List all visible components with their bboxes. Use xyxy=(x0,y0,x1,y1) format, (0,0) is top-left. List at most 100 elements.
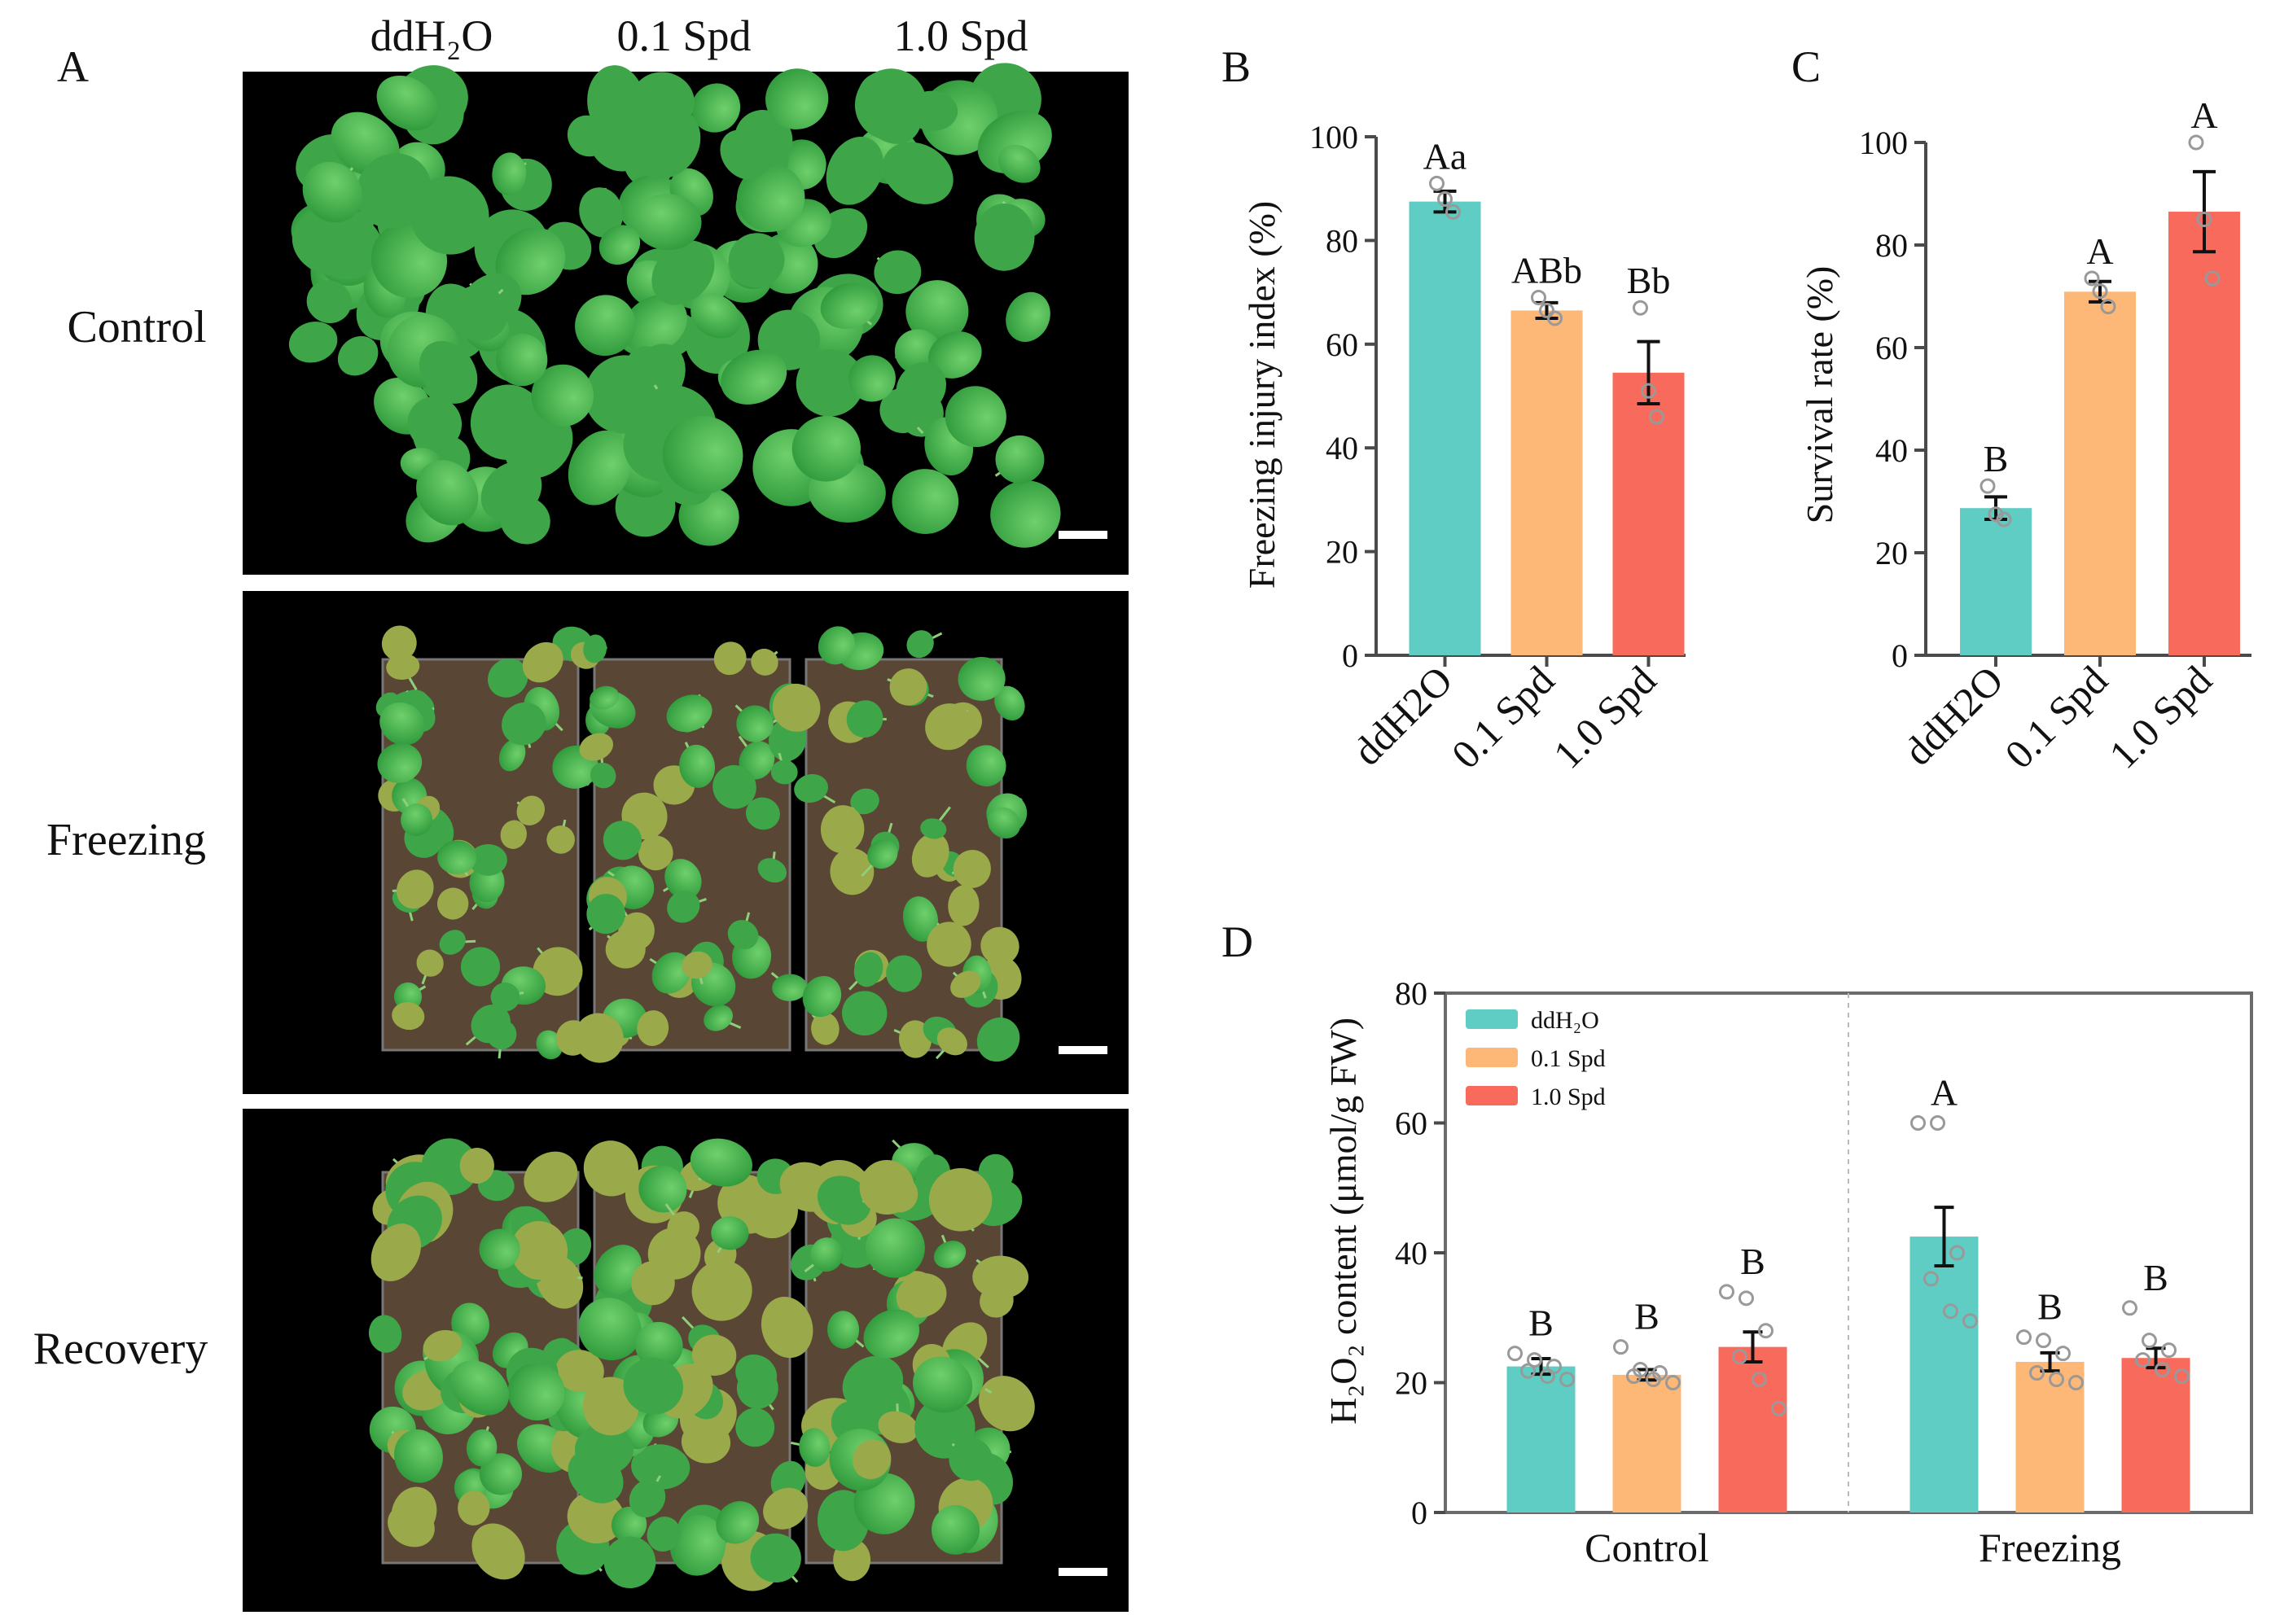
plant-leaf xyxy=(492,152,527,196)
plant-leaf xyxy=(666,694,712,733)
x-category-label: 0.1 Spd xyxy=(1443,657,1563,777)
plant-leaf xyxy=(980,1284,1014,1318)
plant-leaf xyxy=(682,951,712,979)
bar-0-1-spd xyxy=(2064,291,2136,655)
plant-leaf xyxy=(288,322,338,363)
data-point xyxy=(1649,409,1664,425)
plant-leaf xyxy=(623,1358,683,1415)
plant-leaf xyxy=(302,161,362,223)
plant-leaf xyxy=(712,764,756,809)
plant-leaf xyxy=(449,285,509,342)
plant-leaf xyxy=(713,641,747,676)
plant-leaf xyxy=(691,293,741,339)
data-point xyxy=(2122,1300,2137,1316)
data-point xyxy=(1507,1346,1523,1362)
y-tick-label: 40 xyxy=(1326,430,1358,466)
legend-swatch-0-1-spd xyxy=(1466,1048,1518,1067)
plant-leaf xyxy=(974,203,1035,271)
plant-leaf xyxy=(381,625,417,662)
plant-leaf xyxy=(794,773,828,803)
plant-leaf xyxy=(987,807,1021,839)
plant-leaf xyxy=(905,280,969,344)
data-point xyxy=(1613,1339,1629,1355)
plant-leaf xyxy=(859,1159,914,1215)
plant-leaf xyxy=(594,1245,642,1296)
plant-leaf xyxy=(691,1260,752,1321)
plant-leaf xyxy=(736,705,774,742)
significance-label: A xyxy=(1931,1072,1958,1114)
plant-leaf xyxy=(750,1533,801,1583)
bar-control-0-1-spd xyxy=(1612,1374,1681,1512)
plant-leaf xyxy=(337,335,379,376)
plant-leaf xyxy=(480,461,542,522)
y-tick-label: 100 xyxy=(1309,119,1358,155)
data-point xyxy=(2092,283,2108,300)
photo-recovery xyxy=(243,1109,1129,1612)
plant-leaf xyxy=(437,840,477,875)
plant-leaf xyxy=(623,346,664,391)
plant-leaf xyxy=(575,295,636,357)
x-category-label: ddH2O xyxy=(1895,657,2012,774)
data-point xyxy=(1547,310,1563,326)
plant-leaf xyxy=(704,1005,733,1031)
plant-leaf xyxy=(681,1420,731,1464)
plant-leaf xyxy=(598,225,641,265)
scale-bar xyxy=(1059,1046,1107,1054)
plant-leaf xyxy=(820,282,878,330)
data-point xyxy=(1520,1363,1536,1379)
data-point xyxy=(1962,1313,1978,1329)
plant-leaf xyxy=(826,136,884,205)
data-point xyxy=(1732,1349,1747,1365)
panel-d: D H₂O₂ content (μmol/g FW) 0 20 40 60 80 Cont… xyxy=(1221,917,2253,1570)
y-tick-label: 40 xyxy=(1875,432,1908,469)
significance-label: A xyxy=(2190,94,2217,136)
data-point xyxy=(1531,289,1546,305)
plant-leaf xyxy=(401,803,432,836)
plant-leaf xyxy=(791,415,861,482)
plant-leaf xyxy=(927,921,971,967)
photo-control-plants xyxy=(288,63,1061,548)
significance-label: B xyxy=(2037,1286,2063,1328)
data-point xyxy=(1949,1245,1965,1261)
y-tick-label: 0 xyxy=(1342,637,1358,674)
plant-leaf xyxy=(980,926,1019,965)
plant-leaf xyxy=(998,144,1041,183)
data-point xyxy=(1540,1368,1555,1385)
data-point xyxy=(2188,134,2204,151)
x-group-label-control: Control xyxy=(1585,1525,1709,1570)
plant-leaf xyxy=(587,65,646,140)
data-point xyxy=(1641,383,1656,399)
plant-leaf xyxy=(679,744,716,788)
data-point xyxy=(2142,1333,2157,1349)
y-tick-label: 20 xyxy=(1395,1365,1427,1402)
plant-leaf xyxy=(579,187,624,238)
plant-leaf xyxy=(949,1438,993,1482)
data-point xyxy=(1930,1115,1945,1131)
plant-leaf xyxy=(583,634,607,663)
plant-leaf xyxy=(765,68,829,129)
data-point xyxy=(1646,1372,1661,1388)
data-point xyxy=(1771,1400,1787,1416)
bar-control-ddh-o xyxy=(1506,1366,1576,1512)
row-label-control: Control xyxy=(67,302,206,352)
plant-leaf xyxy=(920,818,947,839)
plant-leaf xyxy=(487,658,528,698)
plant-leaf xyxy=(651,952,691,994)
legend-label-1-0-spd: 1.0 Spd xyxy=(1531,1083,1606,1110)
plant-leaf xyxy=(419,340,478,404)
row-label-freezing: Freezing xyxy=(46,815,206,865)
data-point xyxy=(2100,299,2116,315)
plant-leaf xyxy=(460,947,501,987)
plant-leaf xyxy=(647,1517,681,1552)
x-category-label: 1.0 Spd xyxy=(1545,657,1665,777)
plant-leaf xyxy=(757,858,787,883)
plant-leaf xyxy=(500,820,527,849)
data-point xyxy=(2161,1342,2177,1359)
data-point xyxy=(1996,511,2012,527)
plant-leaf xyxy=(720,129,769,180)
plant-leaf xyxy=(874,250,922,295)
x-category-label: 0.1 Spd xyxy=(1996,657,2116,777)
plant-leaf xyxy=(772,683,821,732)
y-tick-label: 100 xyxy=(1859,125,1908,161)
plant-leaf xyxy=(763,1487,809,1530)
